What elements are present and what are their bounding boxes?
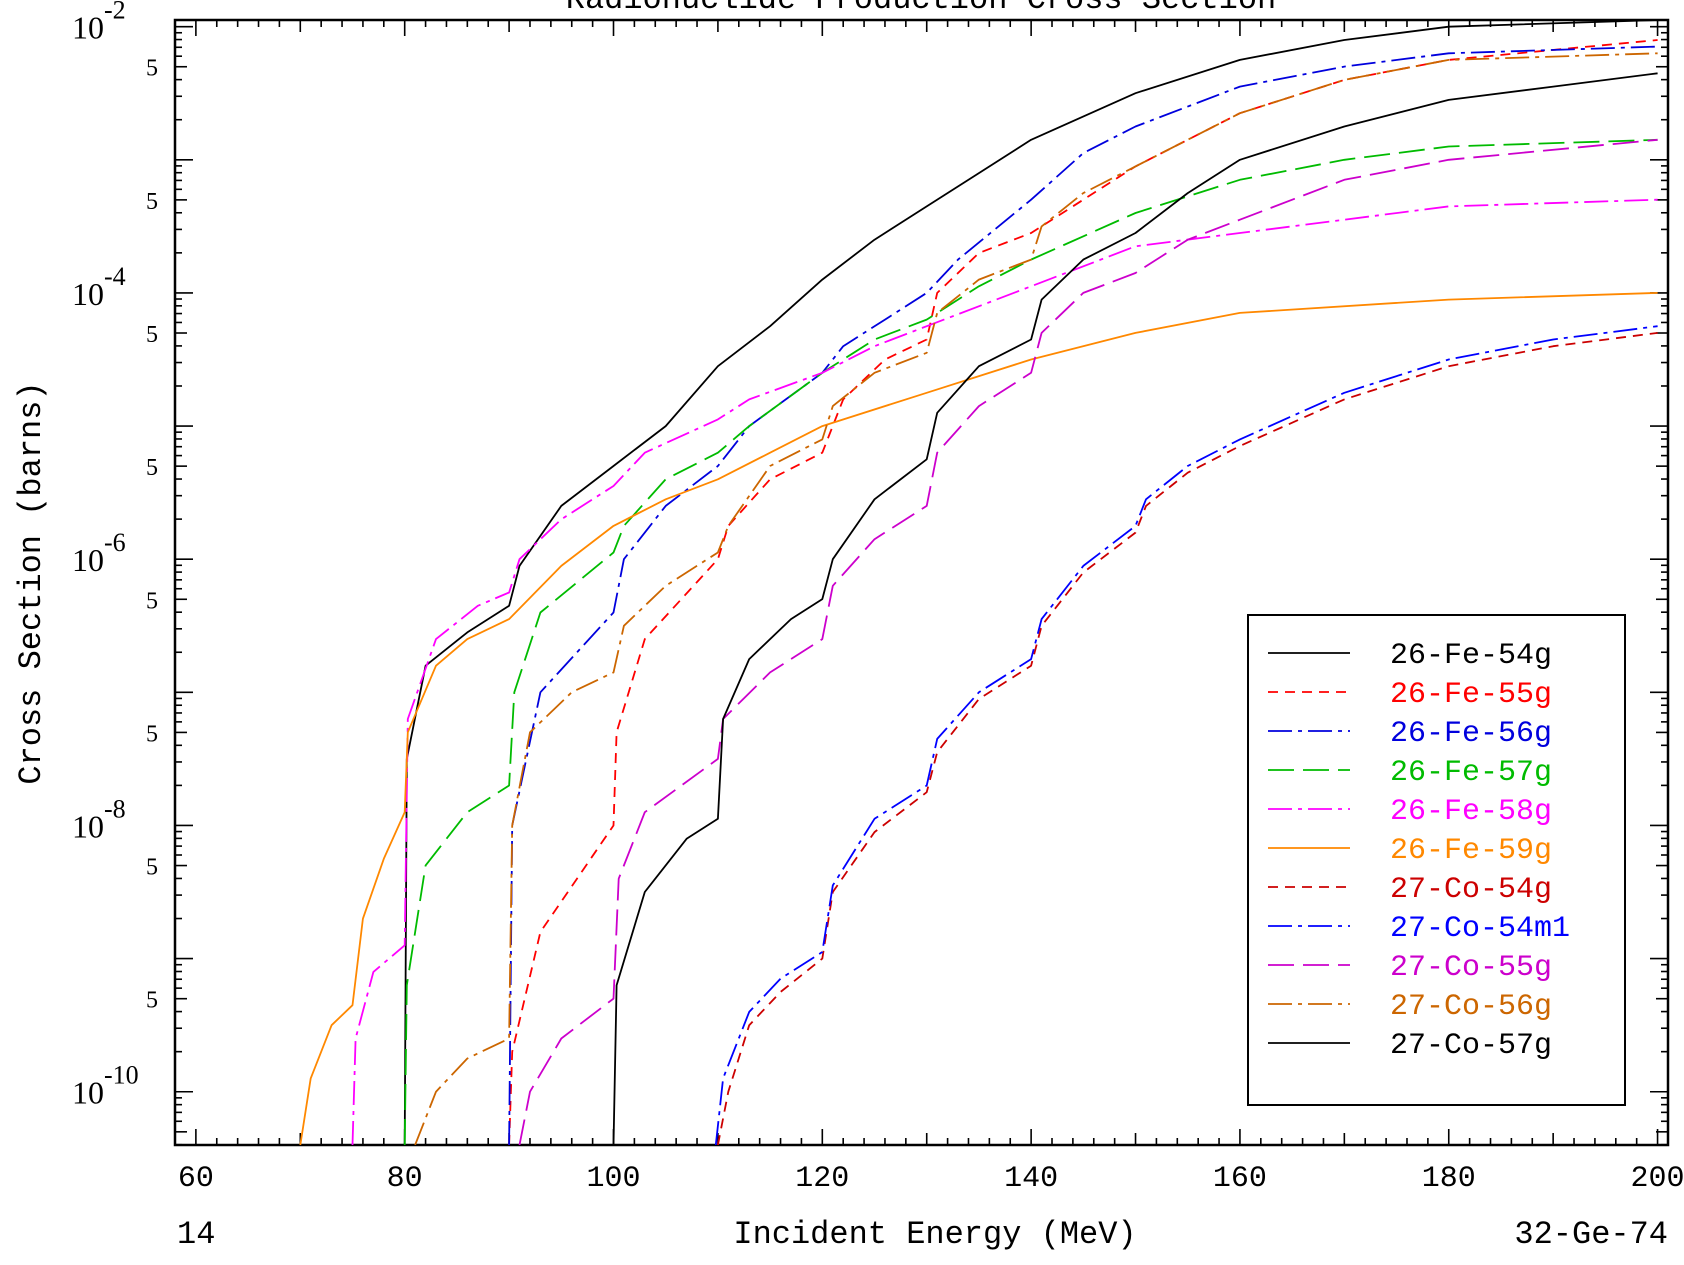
legend-item: 27-Co-57g	[1268, 1029, 1552, 1063]
legend-item: 27-Co-54m1	[1268, 912, 1570, 946]
legend-label: 26-Fe-55g	[1390, 678, 1552, 712]
y-decade-label: 10 -4	[72, 262, 126, 312]
x-tick-label: 200	[1631, 1162, 1684, 1196]
y-axis-label: Cross Section (barns)	[13, 381, 50, 784]
legend-item: 27-Co-56g	[1268, 990, 1552, 1024]
svg-text:-10: -10	[104, 1061, 139, 1090]
legend-item: 27-Co-55g	[1268, 951, 1552, 985]
legend-item: 26-Fe-58g	[1268, 795, 1552, 829]
x-tick-label: 120	[795, 1162, 849, 1196]
series-line-26-fe-58g	[351, 198, 1658, 1145]
legend-item: 26-Fe-54g	[1268, 639, 1552, 673]
legend: 26-Fe-54g 26-Fe-55g 26-Fe-56g 26-Fe-57g 26-F…	[1247, 614, 1626, 1106]
svg-text:10: 10	[72, 1075, 104, 1111]
y-five-label: 5	[146, 988, 158, 1014]
svg-text:-6: -6	[104, 528, 126, 557]
x-axis-label: Incident Energy (MeV)	[733, 1216, 1136, 1253]
legend-label: 27-Co-54m1	[1390, 912, 1570, 946]
legend-label: 26-Fe-56g	[1390, 717, 1552, 751]
series-line-27-co-55g	[518, 138, 1658, 1145]
series-line-26-fe-59g	[299, 292, 1658, 1145]
series-line-26-fe-55g	[508, 39, 1658, 1145]
svg-text:-2: -2	[104, 0, 126, 25]
svg-text:-8: -8	[104, 794, 126, 823]
y-five-label: 5	[146, 455, 158, 481]
x-tick-label: 100	[586, 1162, 640, 1196]
y-five-label: 5	[146, 189, 158, 215]
legend-label: 26-Fe-57g	[1390, 756, 1552, 790]
legend-item: 26-Fe-55g	[1268, 678, 1552, 712]
y-five-label: 5	[146, 322, 158, 348]
y-decade-label: 10 -2	[72, 0, 126, 46]
series-line-27-co-54m1	[714, 325, 1658, 1145]
legend-label: 27-Co-57g	[1390, 1029, 1552, 1063]
series-lines	[299, 20, 1658, 1145]
series-line-26-fe-54g	[403, 20, 1658, 1145]
x-axis: 60 80 100 120 140 160 180 200	[178, 20, 1684, 1196]
legend-label: 27-Co-55g	[1390, 951, 1552, 985]
y-five-label: 5	[146, 588, 158, 614]
legend-label: 27-Co-56g	[1390, 990, 1552, 1024]
series-line-27-co-56g	[414, 52, 1658, 1145]
svg-text:10: 10	[72, 808, 104, 844]
legend-item: 26-Fe-56g	[1268, 717, 1552, 751]
y-decade-label: 10 -10	[72, 1061, 139, 1111]
corner-label-right: 32-Ge-74	[1514, 1216, 1668, 1253]
corner-label-left: 14	[177, 1216, 215, 1253]
legend-item: 26-Fe-59g	[1268, 834, 1552, 868]
svg-text:10: 10	[72, 276, 104, 312]
x-tick-label: 80	[387, 1162, 423, 1196]
series-line-27-co-57g	[612, 72, 1658, 1145]
legend-label: 26-Fe-58g	[1390, 795, 1552, 829]
x-tick-label: 180	[1422, 1162, 1476, 1196]
svg-text:-4: -4	[104, 262, 126, 291]
legend-item: 27-Co-54g	[1268, 873, 1552, 907]
series-line-27-co-54g	[717, 332, 1658, 1145]
legend-box	[1247, 614, 1626, 1106]
y-five-label: 5	[146, 855, 158, 881]
y-five-label: 5	[146, 56, 158, 82]
legend-label: 27-Co-54g	[1390, 873, 1552, 907]
legend-item: 26-Fe-57g	[1268, 756, 1552, 790]
y-five-label: 5	[146, 721, 158, 747]
y-decade-label: 10 -8	[72, 794, 126, 844]
x-tick-label: 160	[1213, 1162, 1267, 1196]
svg-text:10: 10	[72, 542, 104, 578]
x-tick-label: 60	[178, 1162, 214, 1196]
legend-label: 26-Fe-54g	[1390, 639, 1552, 673]
legend-label: 26-Fe-59g	[1390, 834, 1552, 868]
series-line-26-fe-57g	[403, 138, 1658, 1145]
svg-text:10: 10	[72, 10, 104, 46]
x-tick-label: 140	[1004, 1162, 1058, 1196]
chart-title: Radionuclide Production Cross Section	[566, 0, 1277, 18]
plot-frame	[173, 18, 1670, 1147]
series-line-26-fe-56g	[508, 45, 1658, 1145]
y-decade-label: 10 -6	[72, 528, 126, 578]
